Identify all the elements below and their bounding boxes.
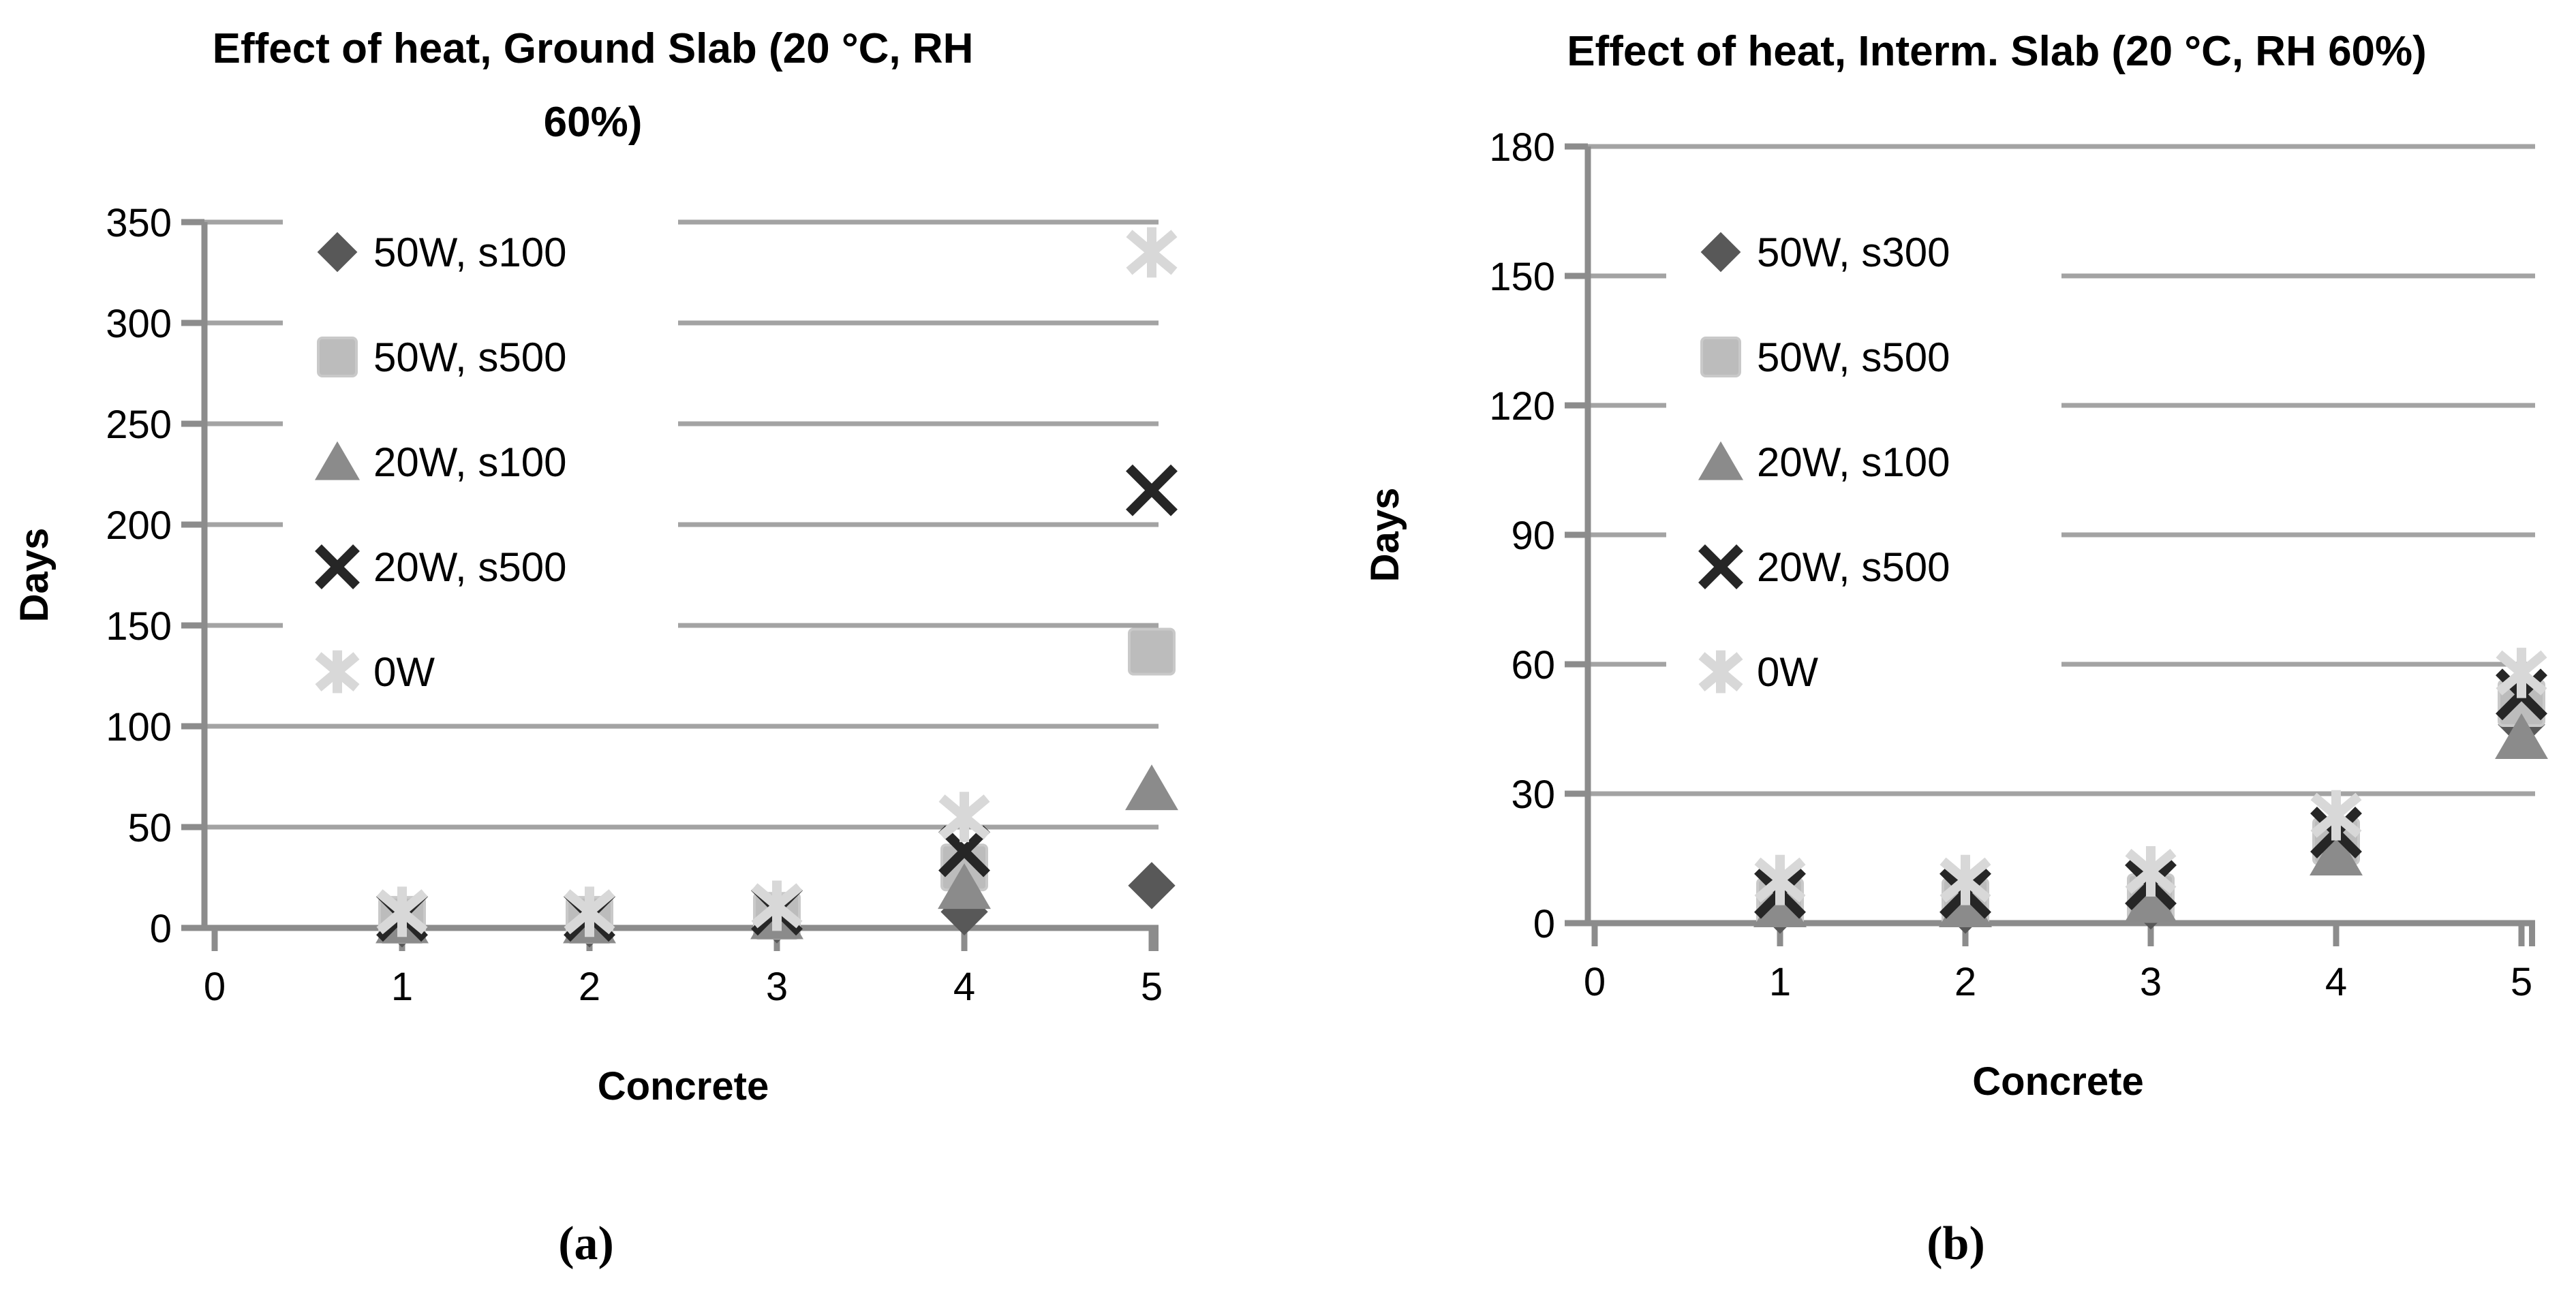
legend-item-bg — [283, 516, 678, 618]
legend-label: 20W, s100 — [373, 439, 567, 485]
x-tick-label: 0 — [204, 965, 226, 1009]
marker-asterisk-x2 — [1939, 854, 1991, 905]
y-tick-label: 200 — [106, 503, 172, 548]
x-tick-label: 4 — [953, 965, 975, 1009]
legend-label: 50W, s500 — [373, 335, 567, 380]
marker-square-x5 — [1128, 627, 1176, 676]
y-tick-label: 350 — [106, 201, 172, 245]
chart-title-line: 60%) — [544, 99, 643, 146]
y-axis-title: Days — [12, 528, 57, 623]
legend-item-bg — [1666, 516, 2061, 618]
legend-marker-diamond — [1700, 232, 1741, 273]
marker-asterisk-x2 — [564, 886, 615, 937]
legend-marker-diamond — [317, 232, 358, 273]
marker-x-x4 — [938, 825, 990, 878]
y-tick-label: 150 — [106, 604, 172, 649]
marker-triangle-x5 — [1125, 764, 1178, 811]
marker-triangle-x4 — [938, 863, 991, 910]
marker-diamond-x5 — [1128, 862, 1176, 910]
marker-asterisk-x4 — [2310, 790, 2362, 841]
x-tick-label: 4 — [2325, 960, 2347, 1004]
caption-b: (b) — [1927, 1217, 1985, 1270]
marker-asterisk-x5 — [1126, 227, 1178, 278]
y-tick-label: 250 — [106, 403, 172, 447]
x-tick-label: 0 — [1584, 960, 1606, 1004]
x-tick-label: 3 — [2140, 960, 2162, 1004]
legend-marker-x — [315, 544, 360, 589]
legend-label: 50W, s300 — [1757, 230, 1950, 275]
y-tick-label: 300 — [106, 302, 172, 346]
x-axis-title: Concrete — [1972, 1059, 2143, 1104]
y-tick-label: 180 — [1489, 125, 1555, 170]
legend-marker-triangle — [1698, 441, 1744, 480]
x-tick-label: 5 — [1141, 965, 1163, 1009]
marker-asterisk-x3 — [2125, 846, 2177, 897]
x-tick-label: 3 — [766, 965, 788, 1009]
marker-triangle-x4 — [2310, 830, 2363, 876]
marker-asterisk-x1 — [1754, 854, 1806, 905]
marker-triangle-x5 — [2495, 713, 2548, 760]
y-tick-label: 30 — [1511, 773, 1555, 817]
legend-label: 0W — [373, 649, 435, 695]
y-tick-label: 90 — [1511, 514, 1555, 558]
y-tick-label: 60 — [1511, 643, 1555, 687]
x-tick-label: 2 — [1954, 960, 1976, 1004]
legend-marker-asterisk — [1698, 650, 1743, 694]
x-tick-label: 1 — [1769, 960, 1791, 1004]
legend-label: 20W, s100 — [1757, 439, 1950, 485]
x-axis-title: Concrete — [598, 1064, 769, 1108]
legend-marker-asterisk — [315, 650, 360, 694]
y-tick-label: 120 — [1489, 384, 1555, 429]
legend-marker-square — [1700, 337, 1741, 377]
y-axis-title: Days — [1363, 488, 1407, 583]
x-tick-label: 1 — [391, 965, 413, 1009]
x-tick-label: 2 — [579, 965, 600, 1009]
legend-marker-square — [317, 337, 358, 377]
marker-x-x5 — [1126, 464, 1178, 516]
marker-asterisk-x3 — [751, 880, 803, 931]
legend-item-bg — [283, 621, 678, 723]
marker-asterisk-x1 — [376, 886, 428, 937]
legend-marker-triangle — [314, 441, 361, 480]
y-tick-label: 50 — [127, 806, 172, 850]
y-tick-label: 150 — [1489, 255, 1555, 299]
legend-item-bg — [1666, 621, 2061, 723]
chart-title-line: Effect of heat, Ground Slab (20 °C, RH — [213, 25, 974, 72]
legend-label: 50W, s500 — [1757, 335, 1950, 380]
legend-label: 0W — [1757, 649, 1818, 695]
marker-asterisk-x4 — [938, 792, 990, 843]
chart-title-line: Effect of heat, Interm. Slab (20 °C, RH … — [1567, 28, 2427, 75]
marker-asterisk-x5 — [2496, 647, 2547, 698]
legend-marker-x — [1698, 544, 1743, 589]
y-tick-label: 0 — [1533, 902, 1555, 946]
marker-triangle-x3 — [2124, 877, 2177, 923]
y-tick-label: 100 — [106, 705, 172, 749]
y-tick-label: 0 — [150, 907, 172, 951]
x-tick-label: 5 — [2511, 960, 2532, 1004]
legend-label: 20W, s500 — [373, 544, 567, 590]
caption-a: (a) — [558, 1217, 614, 1270]
legend-label: 20W, s500 — [1757, 544, 1950, 590]
legend-label: 50W, s100 — [373, 230, 567, 275]
